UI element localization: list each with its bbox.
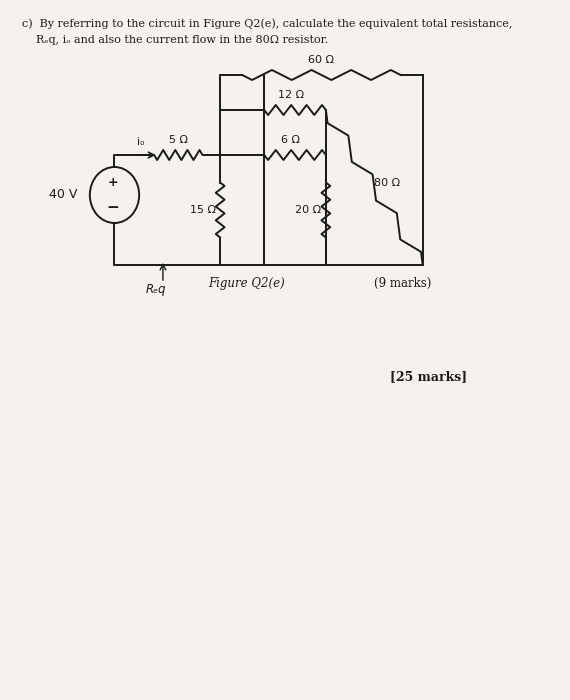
Text: 6 Ω: 6 Ω xyxy=(281,135,300,145)
Text: −: − xyxy=(107,200,119,216)
Text: +: + xyxy=(107,176,118,190)
Text: (9 marks): (9 marks) xyxy=(374,277,431,290)
Text: 40 V: 40 V xyxy=(49,188,78,202)
Text: c)  By referring to the circuit in Figure Q2(e), calculate the equivalent total : c) By referring to the circuit in Figure… xyxy=(22,18,512,29)
Text: Rₑq, iₒ and also the current flow in the 80Ω resistor.: Rₑq, iₒ and also the current flow in the… xyxy=(22,35,328,45)
Text: iₒ: iₒ xyxy=(137,137,145,147)
Text: Rₑq: Rₑq xyxy=(145,283,166,296)
Text: [25 marks]: [25 marks] xyxy=(390,370,467,383)
Text: 20 Ω: 20 Ω xyxy=(295,205,321,215)
Text: 60 Ω: 60 Ω xyxy=(308,55,335,65)
Text: 5 Ω: 5 Ω xyxy=(169,135,188,145)
Text: 80 Ω: 80 Ω xyxy=(374,178,400,188)
Text: 15 Ω: 15 Ω xyxy=(190,205,216,215)
Text: 12 Ω: 12 Ω xyxy=(278,90,304,100)
Text: Figure Q2(e): Figure Q2(e) xyxy=(208,277,285,290)
